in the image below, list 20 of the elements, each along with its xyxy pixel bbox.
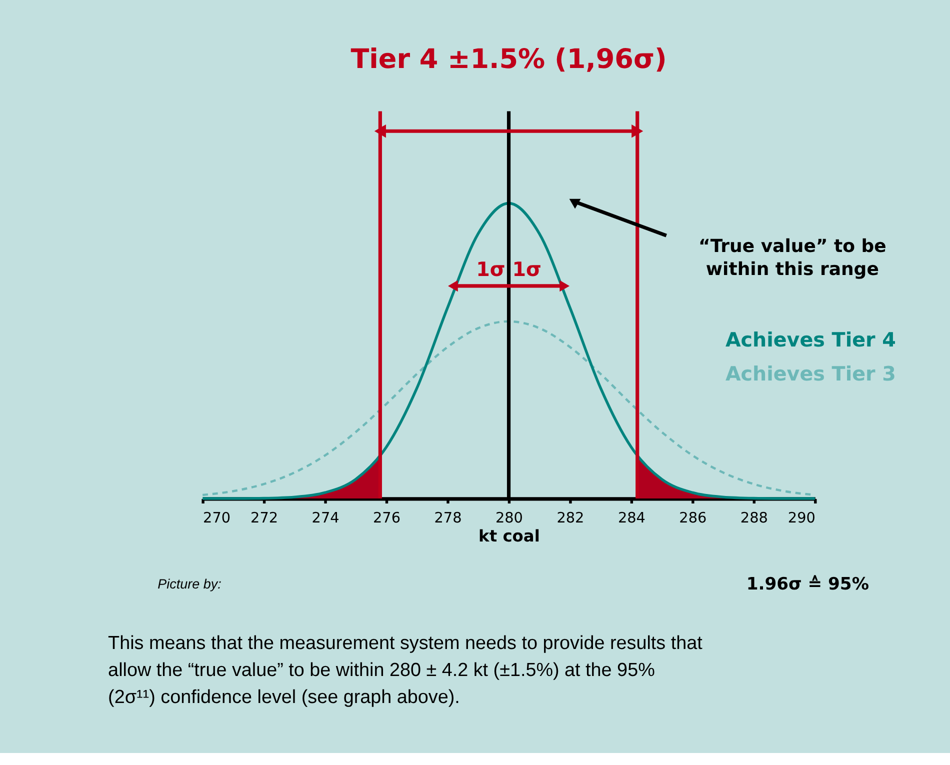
x-tick-label: 290 [788, 510, 816, 526]
x-tick-label: 288 [740, 510, 768, 526]
x-tick-label: 284 [618, 510, 646, 526]
annotation: “True value” to be within this range [698, 236, 886, 280]
text: Achieves Tier 4 [725, 328, 896, 352]
x-tick-label: 282 [556, 510, 584, 526]
x-tick-label: 270 [203, 510, 231, 526]
chart-title: Tier 4 ±1.5% (1,96σ) [350, 44, 667, 76]
text: Achieves Tier 3 [725, 362, 896, 386]
text: Picture by: [158, 576, 222, 592]
x-tick-label: 278 [434, 510, 462, 526]
annotation: 1σ 1σ [476, 258, 542, 282]
x-tick-label: 276 [373, 510, 400, 526]
x-axis-title: kt coal [478, 526, 540, 546]
x-tick-label: 280 [495, 510, 523, 526]
x-tick-label: 274 [312, 510, 340, 526]
text: This means that the measurement system needs to provide results that allow the “true value” to be within 280 ± 4.2 kt (±1.5%) at the 95% (2σ¹¹) confidence level (see graph above). [108, 632, 704, 708]
text: 1.96σ ≙ 95% [746, 574, 869, 594]
x-tick-label: 272 [250, 510, 278, 526]
x-tick-label: 286 [679, 510, 707, 526]
